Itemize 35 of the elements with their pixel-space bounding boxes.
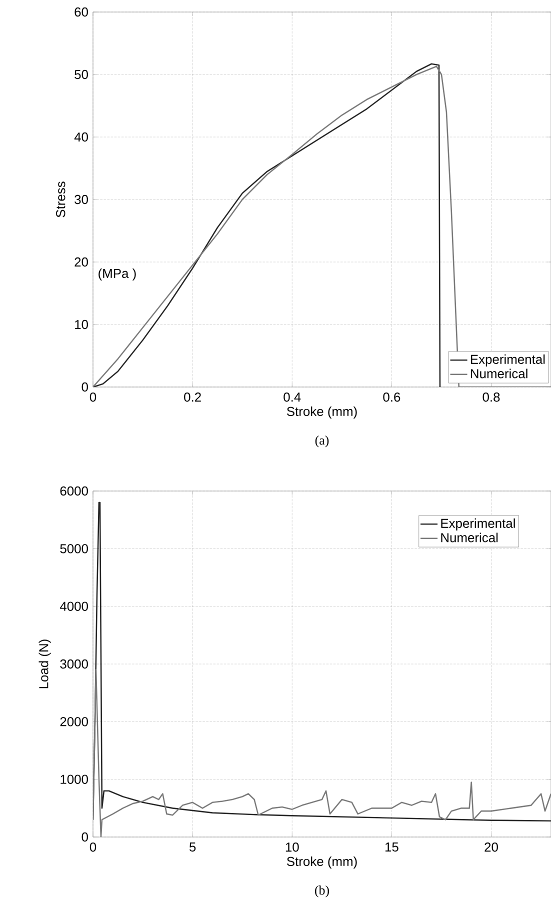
x-axis-title: Stroke (mm) (286, 406, 357, 419)
legend-label: Numerical (441, 532, 498, 542)
y-tick-label: 3000 (60, 659, 88, 669)
y-tick-label: 1000 (60, 774, 88, 784)
x-axis-title: Stroke (mm) (286, 856, 357, 869)
y-axis-title: Stress (56, 182, 66, 218)
legend-label: Experimental (441, 518, 515, 530)
y-tick-label: 0 (82, 832, 88, 842)
text: (a) (315, 436, 329, 448)
x-tick-label: 10 (286, 842, 299, 852)
y-tick-label: 6000 (60, 486, 88, 496)
x-tick-label: 0.2 (184, 392, 201, 402)
y-tick-label: 40 (74, 132, 88, 142)
y-tick-label: 30 (74, 194, 88, 204)
x-tick-label: 0 (90, 842, 96, 852)
text: (b) (315, 886, 329, 898)
x-tick-label: 0.8 (482, 392, 500, 402)
y-tick-label: 60 (74, 7, 88, 17)
annotation: (MPa ) (98, 268, 136, 281)
y-tick-label: 2000 (60, 717, 88, 726)
legend-label: Numerical (470, 368, 528, 378)
y-tick-label: 20 (74, 257, 88, 267)
x-tick-label: 5 (189, 842, 196, 852)
x-tick-label: 0.6 (383, 392, 400, 402)
legend-label: Experimental (470, 354, 545, 367)
y-tick-label: 10 (75, 320, 88, 330)
x-tick-label: 0.4 (284, 392, 301, 402)
y-tick-label: 50 (74, 70, 88, 80)
y-tick-label: 5000 (60, 544, 88, 554)
y-tick-label: 0 (82, 382, 88, 392)
y-tick-label: 4000 (60, 602, 88, 611)
x-tick-label: 20 (484, 842, 498, 852)
x-tick-label: 15 (385, 842, 398, 852)
y-axis-title: Load (N) (38, 640, 51, 688)
x-tick-label: 0 (90, 392, 96, 402)
